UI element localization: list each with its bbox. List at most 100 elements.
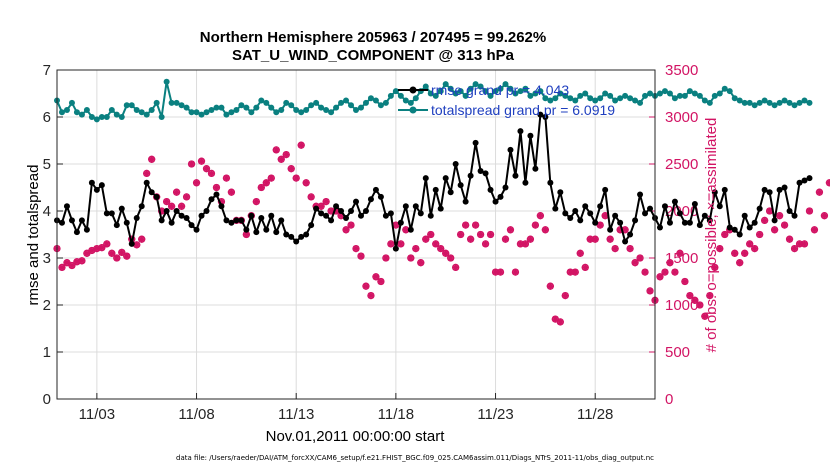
legend-spread-marker xyxy=(409,106,417,114)
rmse-point xyxy=(642,210,649,217)
rmse-point xyxy=(58,219,65,226)
totalspread-point xyxy=(567,95,574,102)
rmse-point xyxy=(771,217,778,224)
obs-assimilated-point xyxy=(118,248,126,256)
totalspread-point xyxy=(507,85,514,92)
obs-assimilated-point xyxy=(656,273,664,281)
rmse-point xyxy=(372,186,379,193)
rmse-point xyxy=(273,229,280,236)
totalspread-point xyxy=(711,92,718,99)
obs-assimilated-point xyxy=(666,259,674,267)
totalspread-point xyxy=(572,97,579,104)
rmse-point xyxy=(607,226,614,233)
totalspread-point xyxy=(432,92,439,99)
obs-assimilated-point xyxy=(432,240,440,248)
rmse-point xyxy=(671,198,678,205)
rmse-point xyxy=(432,186,439,193)
totalspread-point xyxy=(806,99,813,106)
totalspread-point xyxy=(338,99,345,106)
totalspread-point xyxy=(661,88,668,95)
totalspread-point xyxy=(357,104,364,111)
grid-lines xyxy=(57,69,655,400)
obs-assimilated-point xyxy=(307,193,315,201)
obs-assimilated-point xyxy=(387,240,395,248)
totalspread-point xyxy=(343,97,350,104)
totalspread-point xyxy=(532,90,539,97)
totalspread-point xyxy=(467,85,474,92)
totalspread-point xyxy=(801,97,808,104)
rmse-point xyxy=(791,212,798,219)
obs-assimilated-point xyxy=(581,263,589,271)
rmse-point xyxy=(637,191,644,198)
rmse-point xyxy=(138,203,145,210)
totalspread-point xyxy=(208,106,215,113)
obs-assimilated-point xyxy=(761,216,769,224)
obs-assimilated-point xyxy=(746,240,754,248)
rmse-point xyxy=(527,132,534,139)
totalspread-point xyxy=(148,106,155,113)
x-tick-label: 11/23 xyxy=(477,406,513,423)
totalspread-point xyxy=(447,85,454,92)
obs-assimilated-point xyxy=(721,231,729,238)
rmse-point xyxy=(711,189,718,196)
obs-assimilated-point xyxy=(178,202,186,210)
totalspread-point xyxy=(78,111,85,118)
y-right-tick-label: 2500 xyxy=(665,156,698,173)
obs-assimilated-point xyxy=(686,292,694,300)
totalspread-point xyxy=(696,92,703,99)
y-left-tick-label: 1 xyxy=(43,344,51,361)
totalspread-point xyxy=(83,106,90,113)
rmse-point xyxy=(362,208,369,214)
rmse-point xyxy=(412,203,419,210)
totalspread-point xyxy=(686,88,693,95)
obs-assimilated-point xyxy=(796,240,804,248)
totalspread-point xyxy=(647,90,654,97)
obs-assimilated-point xyxy=(203,165,210,173)
obs-assimilated-point xyxy=(447,254,455,262)
totalspread-point xyxy=(128,102,135,109)
obs-assimilated-point xyxy=(143,169,151,177)
obs-assimilated-point xyxy=(347,221,355,229)
obs-assimilated-point xyxy=(442,249,450,257)
rmse-point xyxy=(343,215,350,222)
totalspread-point xyxy=(278,106,285,113)
obs-assimilated-point xyxy=(123,252,131,260)
totalspread-point xyxy=(258,97,265,104)
rmse-point xyxy=(303,231,310,238)
totalspread-point xyxy=(656,90,663,97)
obs-assimilated-point xyxy=(561,292,569,300)
totalspread-point xyxy=(452,90,459,97)
obs-assimilated-point xyxy=(357,252,365,260)
rmse-point xyxy=(203,208,210,214)
totalspread-point xyxy=(592,97,599,104)
rmse-point xyxy=(477,168,484,175)
totalspread-point xyxy=(108,106,115,113)
rmse-point xyxy=(382,212,389,219)
obs-assimilated-point xyxy=(776,212,784,220)
obs-assimilated-point xyxy=(78,257,86,265)
y-right-tick-label: 3000 xyxy=(665,109,698,126)
obs-assimilated-point xyxy=(576,249,584,257)
rmse-point xyxy=(567,215,574,222)
totalspread-point xyxy=(143,111,150,118)
y-left-tick-label: 2 xyxy=(43,297,51,314)
rmse-point xyxy=(133,215,140,222)
obs-assimilated-point xyxy=(711,263,719,271)
totalspread-point xyxy=(527,92,534,99)
totalspread-point xyxy=(283,99,290,106)
rmse-point xyxy=(338,208,345,214)
totalspread-point xyxy=(123,102,130,109)
totalspread-point xyxy=(756,99,763,106)
rmse-point xyxy=(487,186,494,193)
rmse-point xyxy=(562,210,569,217)
y-left-tick-label: 5 xyxy=(43,156,51,173)
rmse-point xyxy=(801,177,808,184)
rmse-point xyxy=(367,196,374,203)
totalspread-point xyxy=(482,88,489,95)
rmse-point xyxy=(178,212,185,219)
obs-assimilated-point xyxy=(531,221,539,229)
x-tick-label: 11/18 xyxy=(378,406,414,423)
totalspread-point xyxy=(617,95,624,102)
rmse-point xyxy=(776,186,783,193)
totalspread-point xyxy=(293,106,300,113)
